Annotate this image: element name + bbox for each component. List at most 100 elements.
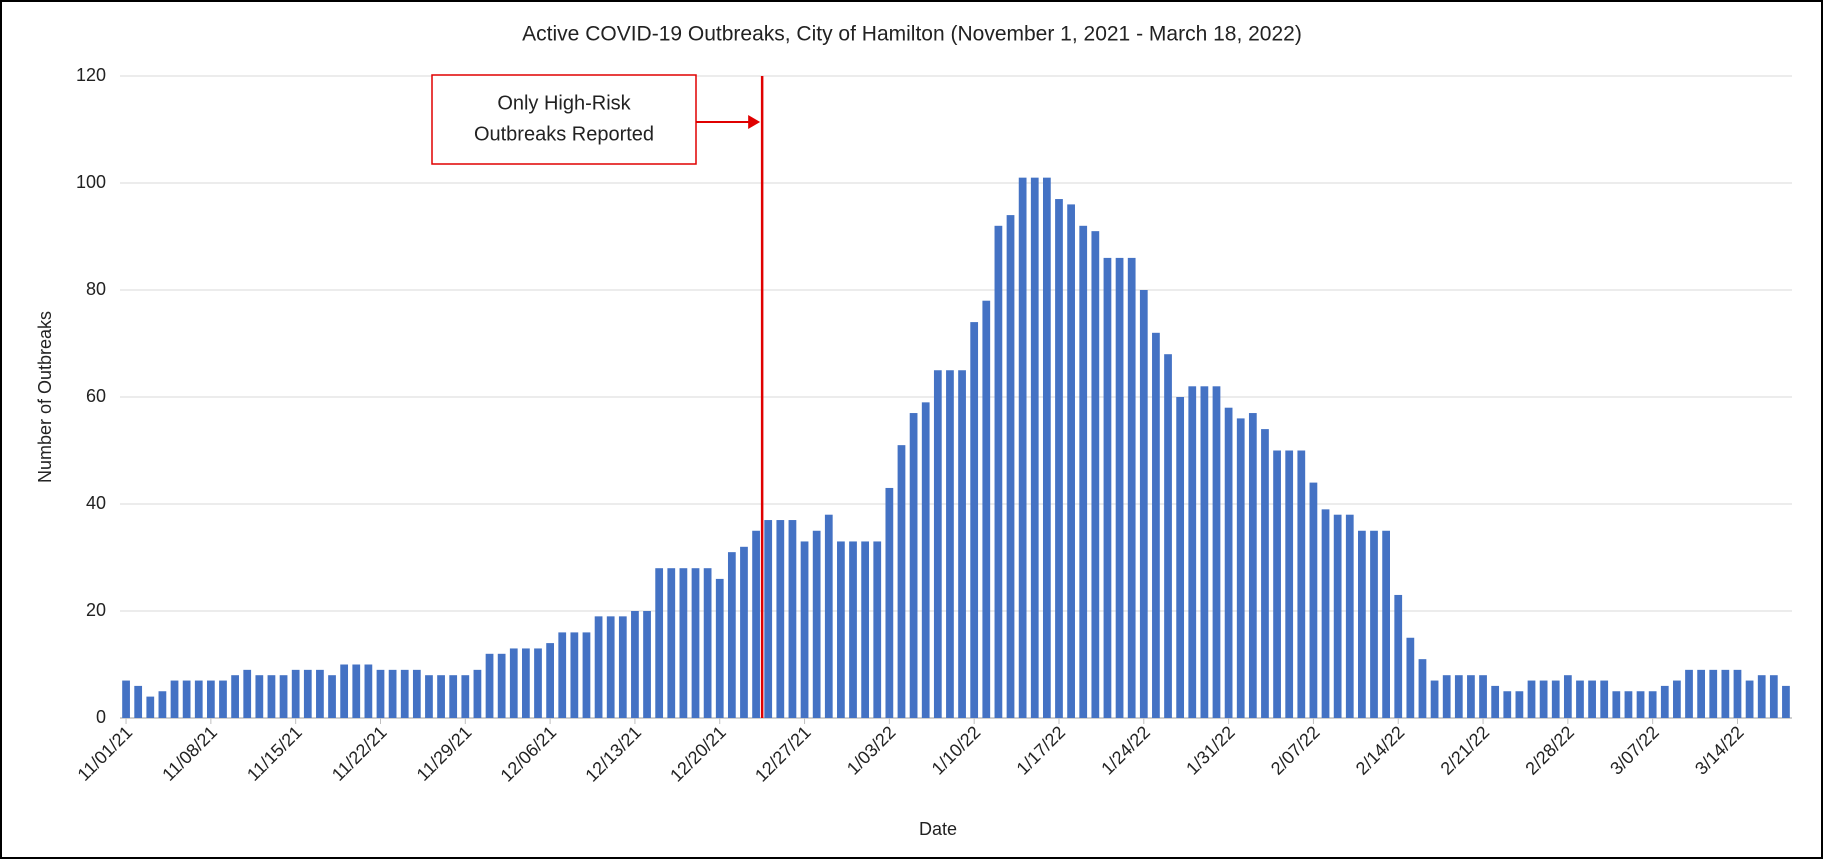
- bar: [1067, 204, 1075, 718]
- chart-title: Active COVID-19 Outbreaks, City of Hamil…: [522, 23, 1302, 46]
- bar: [1673, 680, 1681, 718]
- bar: [1006, 215, 1015, 718]
- bar: [1709, 669, 1718, 718]
- bar: [1224, 407, 1233, 718]
- bar: [1745, 680, 1754, 718]
- bar: [1467, 675, 1475, 718]
- bar: [1358, 530, 1366, 718]
- bar: [182, 680, 191, 718]
- bar: [655, 568, 664, 718]
- bar: [1782, 685, 1790, 718]
- bar: [291, 669, 300, 718]
- bar: [1563, 675, 1572, 718]
- bar: [946, 370, 954, 718]
- bar: [1079, 225, 1088, 719]
- bar: [146, 696, 155, 718]
- bar: [837, 541, 845, 718]
- bar: [1030, 177, 1039, 718]
- bar: [1055, 199, 1063, 719]
- bar: [752, 530, 760, 718]
- bar: [679, 568, 688, 718]
- bar: [509, 648, 518, 718]
- bar: [558, 632, 567, 718]
- bar: [1273, 450, 1281, 718]
- bar: [1733, 669, 1742, 718]
- bar: [1042, 177, 1051, 718]
- bar: [861, 541, 870, 718]
- bar: [122, 680, 130, 718]
- bar: [1624, 691, 1633, 718]
- y-tick-label: 20: [86, 600, 106, 620]
- bar: [352, 664, 361, 718]
- bar: [570, 632, 579, 718]
- bar: [279, 675, 288, 718]
- x-axis-label: Date: [919, 819, 957, 839]
- bar: [425, 675, 433, 718]
- bar: [1018, 177, 1027, 718]
- bar: [1648, 691, 1657, 718]
- bar: [219, 680, 227, 718]
- bar: [606, 616, 615, 718]
- bar: [740, 546, 748, 718]
- annotation-box: [431, 74, 697, 165]
- bar: [1188, 386, 1197, 718]
- bar: [1769, 675, 1778, 718]
- bar: [1333, 514, 1342, 718]
- bar: [1309, 482, 1318, 718]
- bar: [1212, 386, 1221, 718]
- bar: [1127, 257, 1136, 718]
- bar: [316, 669, 324, 718]
- bar: [1176, 397, 1185, 718]
- bar: [1139, 290, 1148, 718]
- bar: [546, 643, 554, 718]
- bar: [958, 370, 966, 718]
- y-tick-label: 80: [86, 279, 106, 299]
- bar: [582, 632, 591, 718]
- bar: [1345, 514, 1354, 718]
- bar: [885, 487, 894, 718]
- bar: [206, 680, 215, 718]
- bar: [631, 611, 639, 718]
- bar: [873, 541, 882, 718]
- bar: [194, 680, 203, 718]
- bar: [788, 520, 797, 718]
- y-tick-label: 40: [86, 493, 106, 513]
- bar: [594, 616, 603, 718]
- bar: [691, 568, 700, 718]
- bar: [1576, 680, 1584, 718]
- bar: [376, 669, 385, 718]
- bar: [485, 653, 494, 718]
- bar: [970, 322, 979, 718]
- bar: [364, 664, 373, 718]
- bar: [437, 675, 445, 718]
- bar: [1588, 680, 1596, 718]
- bar: [1503, 691, 1512, 718]
- bar: [1236, 418, 1245, 718]
- bar: [1091, 231, 1100, 718]
- bar: [412, 669, 421, 718]
- y-tick-label: 0: [96, 707, 106, 727]
- bar: [400, 669, 409, 718]
- bar: [328, 675, 336, 718]
- bar: [812, 530, 821, 718]
- bar: [776, 520, 785, 718]
- bar: [1430, 680, 1439, 718]
- bar: [1382, 530, 1390, 718]
- bar: [1515, 691, 1524, 718]
- bar: [1539, 680, 1548, 718]
- bar: [764, 520, 773, 718]
- bar: [1261, 429, 1269, 718]
- bar: [1394, 594, 1403, 718]
- bar: [618, 616, 627, 718]
- bar: [231, 675, 239, 718]
- bar: [1660, 685, 1669, 718]
- bar: [1685, 669, 1693, 718]
- bar: [1721, 669, 1730, 718]
- y-tick-label: 60: [86, 386, 106, 406]
- bar: [849, 541, 857, 718]
- bar: [1285, 450, 1294, 718]
- bar: [909, 413, 918, 718]
- bar: [715, 578, 724, 718]
- bar: [1103, 257, 1112, 718]
- bar: [1418, 659, 1427, 718]
